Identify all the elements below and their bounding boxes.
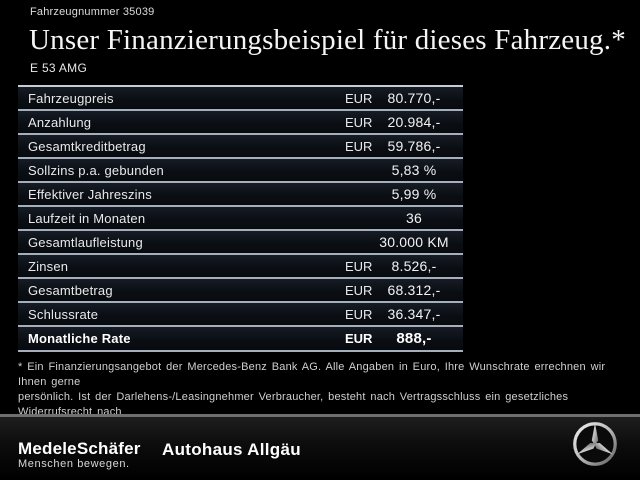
row-label: Laufzeit in Monaten (28, 210, 146, 226)
row-label: Gesamtlaufleistung (28, 234, 143, 250)
table-row: Gesamtbetrag EUR 68.312,- (18, 279, 463, 303)
row-value: 888,- (396, 330, 432, 347)
row-value: 5,83 % (391, 162, 437, 178)
table-row: Effektiver Jahreszins 5,99 % (18, 183, 463, 207)
row-label: Anzahlung (28, 114, 92, 130)
vehicle-number: Fahrzeugnummer 35039 (30, 6, 155, 18)
row-currency: EUR (345, 138, 373, 154)
table-row: Fahrzeugpreis EUR 80.770,- (18, 87, 463, 111)
row-label: Sollzins p.a. gebunden (28, 162, 164, 178)
table-row: Gesamtkreditbetrag EUR 59.786,- (18, 135, 463, 159)
row-label: Gesamtbetrag (28, 282, 113, 298)
row-value: 59.786,- (387, 138, 441, 154)
dealer-logo-autohaus-allgaeu: Autohaus Allgäu (162, 440, 301, 459)
table-row: Monatliche Rate EUR 888,- (18, 327, 463, 352)
row-value: 36 (406, 210, 422, 226)
table-row: Sollzins p.a. gebunden 5,83 % (18, 159, 463, 183)
table-row: Anzahlung EUR 20.984,- (18, 111, 463, 135)
table-row: Zinsen EUR 8.526,- (18, 255, 463, 279)
row-currency: EUR (345, 258, 373, 274)
dealer-logo-medele-schaefer: MedeleSchäfer (18, 439, 141, 458)
row-currency: EUR (345, 331, 373, 346)
row-value: 5,99 % (391, 186, 437, 202)
page-title: Unser Finanzierungsbeispiel für dieses F… (29, 24, 626, 56)
row-value: 80.770,- (387, 90, 441, 106)
row-label: Gesamtkreditbetrag (28, 138, 146, 154)
row-value: 8.526,- (391, 258, 437, 274)
dealer-tagline: Menschen bewegen. (18, 458, 130, 470)
row-label: Fahrzeugpreis (28, 90, 114, 106)
row-value: 36.347,- (387, 306, 441, 322)
row-currency: EUR (345, 90, 373, 106)
table-row: Gesamtlaufleistung 30.000 KM (18, 231, 463, 255)
footer-bar: MedeleSchäfer Menschen bewegen. Autohaus… (0, 414, 640, 480)
vehicle-model: E 53 AMG (30, 61, 88, 75)
row-label: Monatliche Rate (28, 331, 131, 346)
row-currency: EUR (345, 114, 373, 130)
row-currency: EUR (345, 282, 373, 298)
row-label: Zinsen (28, 258, 69, 274)
row-value: 20.984,- (387, 114, 441, 130)
table-row: Laufzeit in Monaten 36 (18, 207, 463, 231)
mercedes-star-icon (573, 422, 617, 466)
row-currency: EUR (345, 306, 373, 322)
row-value: 68.312,- (387, 282, 441, 298)
row-label: Schlussrate (28, 306, 99, 322)
finance-table: Fahrzeugpreis EUR 80.770,- Anzahlung EUR 20.9… (18, 85, 463, 352)
row-label: Effektiver Jahreszins (28, 186, 152, 202)
table-row: Schlussrate EUR 36.347,- (18, 303, 463, 327)
row-value: 30.000 KM (379, 234, 449, 250)
